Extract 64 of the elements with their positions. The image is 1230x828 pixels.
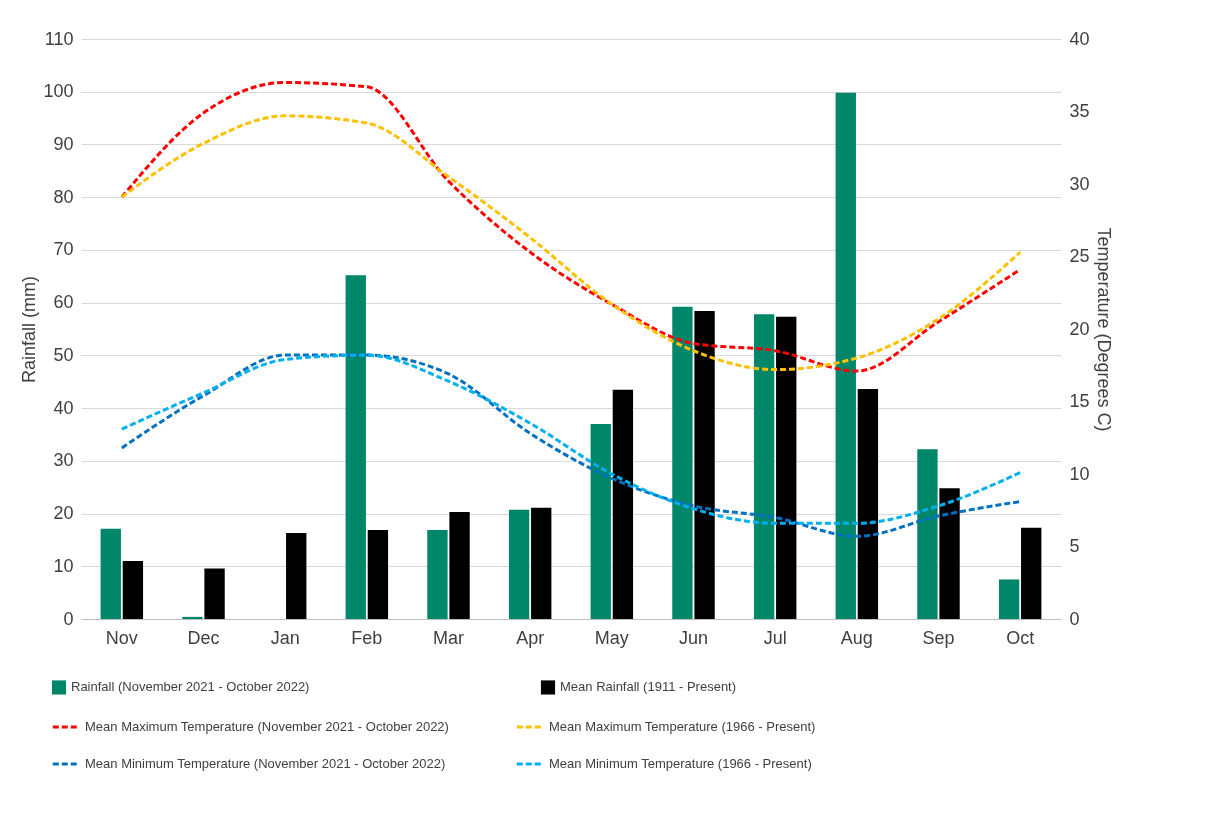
y-tick-label: 90 xyxy=(53,133,74,154)
y2-tick-label: 10 xyxy=(1069,463,1090,484)
y-tick-label: 30 xyxy=(53,450,74,471)
bar xyxy=(1021,527,1042,619)
y2-tick-label: 25 xyxy=(1069,246,1090,266)
x-tick-label: Aug xyxy=(840,627,873,648)
y-tick-label: 40 xyxy=(53,397,74,418)
y2-tick-label: 40 xyxy=(1069,28,1090,49)
y2-tick-label: 15 xyxy=(1069,391,1090,411)
bar xyxy=(345,275,366,619)
bar xyxy=(204,568,225,619)
bar xyxy=(449,511,470,619)
y2-tick-label: 30 xyxy=(1069,173,1090,194)
y-tick-label: 20 xyxy=(53,503,74,524)
x-tick-label: Feb xyxy=(351,627,383,648)
x-tick-label: Sep xyxy=(922,627,955,648)
bar xyxy=(122,561,144,619)
bar xyxy=(508,509,530,619)
y-tick-label: 50 xyxy=(53,344,74,365)
legend-label: Rainfall (November 2021 - October 2022) xyxy=(71,679,310,695)
bar xyxy=(753,314,775,619)
bar xyxy=(100,528,121,619)
y2-tick-label: 20 xyxy=(1069,318,1090,339)
bar xyxy=(835,92,856,619)
y-tick-label: 110 xyxy=(44,28,74,49)
y2-axis-title: Temperature (Degrees C) xyxy=(1093,227,1114,432)
bar xyxy=(998,579,1020,619)
bar xyxy=(182,616,203,619)
y-tick-label: 10 xyxy=(53,555,74,576)
legend-label: Mean Maximum Temperature (1966 - Present) xyxy=(549,719,816,734)
bar xyxy=(672,306,693,619)
x-tick-label: Oct xyxy=(1006,627,1035,648)
y-axis-title: Rainfall (mm) xyxy=(19,275,40,384)
bar xyxy=(367,529,389,619)
y-tick-label: 0 xyxy=(63,608,74,629)
bar xyxy=(286,533,307,619)
x-tick-label: Jul xyxy=(763,627,787,648)
x-tick-label: Jan xyxy=(270,627,300,648)
bar xyxy=(776,316,797,619)
bar xyxy=(939,488,960,619)
bar xyxy=(590,423,611,619)
legend-label: Mean Maximum Temperature (November 2021 - October 2022) xyxy=(85,719,449,734)
bar xyxy=(531,507,552,619)
y-tick-label: 70 xyxy=(53,239,74,260)
bar xyxy=(857,389,879,619)
y2-tick-label: 35 xyxy=(1069,101,1090,121)
y-tick-label: 60 xyxy=(53,292,74,313)
x-tick-label: Nov xyxy=(105,627,138,648)
bar xyxy=(917,449,938,619)
y2-tick-label: 5 xyxy=(1069,536,1080,556)
y2-tick-label: 0 xyxy=(1069,608,1080,629)
x-tick-label: Mar xyxy=(433,627,464,648)
y-tick-label: 80 xyxy=(53,186,74,207)
x-tick-label: May xyxy=(594,627,629,648)
y-tick-label: 100 xyxy=(43,81,74,102)
bar xyxy=(694,311,715,619)
x-tick-label: Apr xyxy=(516,627,545,648)
legend-label: Mean Rainfall (1911 - Present) xyxy=(560,679,737,695)
x-tick-label: Jun xyxy=(678,627,709,648)
bar xyxy=(612,389,634,619)
bar xyxy=(427,529,448,619)
legend-label: Mean Minimum Temperature (1966 - Present) xyxy=(549,756,812,771)
legend-label: Mean Minimum Temperature (November 2021 - October 2022) xyxy=(85,756,446,771)
x-tick-label: Dec xyxy=(187,627,220,648)
